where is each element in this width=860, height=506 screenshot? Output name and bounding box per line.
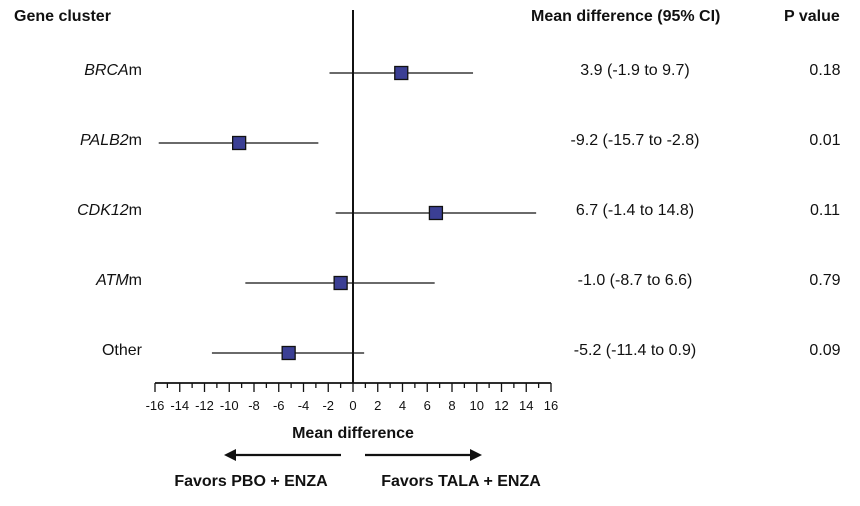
x-tick-label: 4 bbox=[399, 398, 406, 413]
x-tick-label: 8 bbox=[448, 398, 455, 413]
p-value-header: P value bbox=[784, 8, 840, 25]
favors-right-label: Favors TALA + ENZA bbox=[381, 473, 541, 490]
estimate-marker-cdk12m bbox=[428, 205, 444, 221]
row-label-cdk12: CDK12m bbox=[77, 202, 142, 219]
x-tick-label: -10 bbox=[220, 398, 239, 413]
x-tick-label: -8 bbox=[248, 398, 260, 413]
p-value-atm: 0.79 bbox=[809, 272, 841, 289]
ci-text-brca: 3.9 (-1.9 to 9.7) bbox=[580, 62, 690, 79]
ci-text-other: -5.2 (-11.4 to 0.9) bbox=[573, 342, 697, 359]
ci-text-palb2: -9.2 (-15.7 to -2.8) bbox=[570, 132, 700, 149]
x-tick-label: -6 bbox=[273, 398, 285, 413]
p-value-brca: 0.18 bbox=[809, 62, 841, 79]
row-label-other: Other bbox=[101, 342, 142, 359]
x-tick-label: 16 bbox=[544, 398, 558, 413]
ci-text-cdk12: 6.7 (-1.4 to 14.8) bbox=[575, 202, 695, 219]
row-label-palb2: PALB2m bbox=[80, 132, 142, 149]
x-axis-label: Mean difference bbox=[292, 425, 414, 442]
estimate-marker-other bbox=[281, 345, 296, 361]
x-tick-label: -12 bbox=[195, 398, 214, 413]
x-tick-label: 12 bbox=[494, 398, 508, 413]
estimate-marker-brcam bbox=[394, 65, 409, 81]
x-tick-label: 10 bbox=[470, 398, 484, 413]
estimate-marker-atmm bbox=[333, 275, 348, 291]
estimate-marker-palb2m bbox=[231, 135, 247, 151]
x-tick-label: -4 bbox=[298, 398, 310, 413]
favors-left-label: Favors PBO + ENZA bbox=[174, 473, 328, 490]
mean-difference-header: Mean difference (95% CI) bbox=[531, 8, 721, 25]
x-tick-label: 6 bbox=[424, 398, 431, 413]
plot-marks bbox=[158, 10, 537, 383]
x-tick-label: 0 bbox=[349, 398, 356, 413]
x-tick-label: -2 bbox=[322, 398, 334, 413]
x-tick-label: -14 bbox=[170, 398, 189, 413]
x-axis: -16 -14 -12 -10 -8 -6 -4 -2 0 2 4 6 8 10 12 14 16 bbox=[146, 382, 558, 413]
x-tick-label: 2 bbox=[374, 398, 381, 413]
ci-text-atm: -1.0 (-8.7 to 6.6) bbox=[577, 272, 693, 289]
x-tick-label: 14 bbox=[519, 398, 533, 413]
row-label-brca: BRCAm bbox=[84, 62, 142, 79]
gene-cluster-header: Gene cluster bbox=[14, 8, 111, 25]
p-value-other: 0.09 bbox=[809, 342, 841, 359]
x-tick-label: -16 bbox=[146, 398, 165, 413]
p-value-palb2: 0.01 bbox=[809, 132, 841, 149]
right-arrow bbox=[365, 449, 482, 461]
left-arrow bbox=[224, 449, 341, 461]
row-label-atm: ATMm bbox=[96, 272, 142, 289]
p-value-cdk12: 0.11 bbox=[810, 202, 840, 219]
